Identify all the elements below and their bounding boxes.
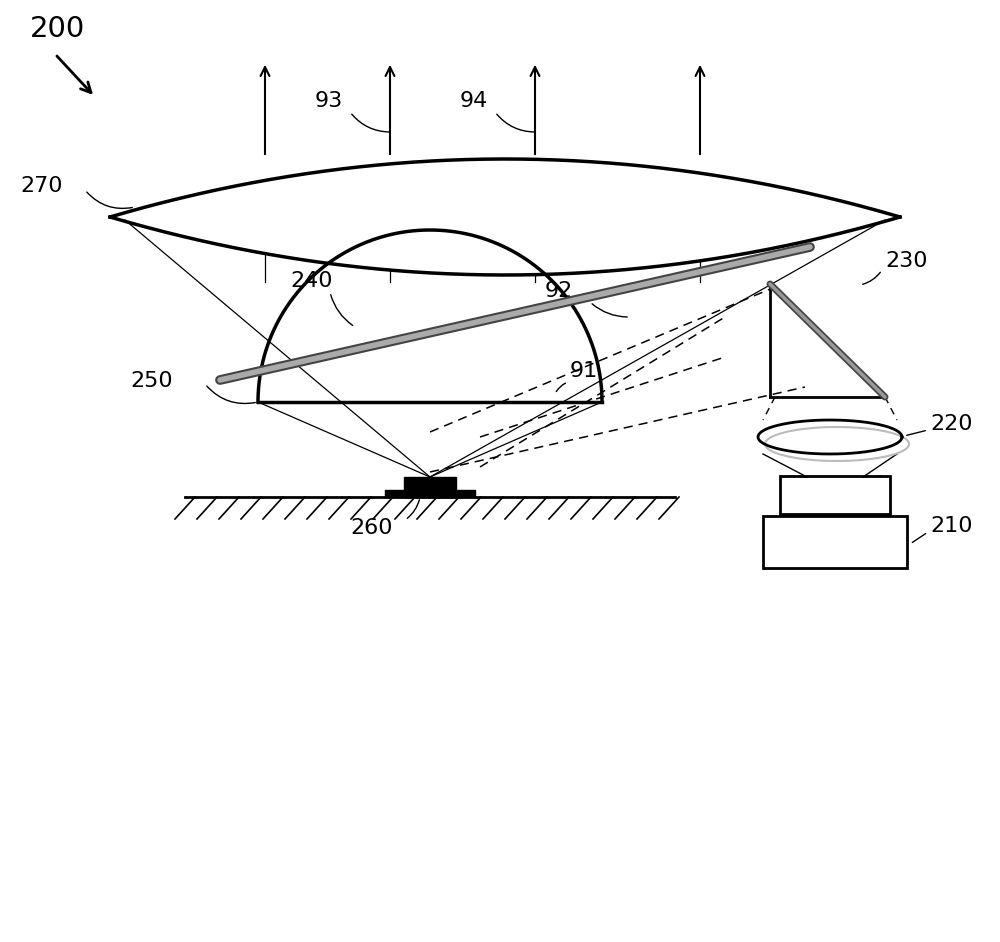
Text: 210: 210 bbox=[930, 516, 973, 536]
Text: 270: 270 bbox=[20, 176, 62, 196]
Bar bbox=[385, 490, 475, 497]
Text: 93: 93 bbox=[315, 91, 343, 111]
Bar bbox=[763, 516, 907, 568]
Text: 94: 94 bbox=[460, 91, 488, 111]
Text: 250: 250 bbox=[130, 371, 173, 391]
Text: 91: 91 bbox=[570, 361, 598, 381]
Text: 200: 200 bbox=[30, 15, 85, 43]
Bar bbox=[780, 476, 890, 514]
Text: 240: 240 bbox=[290, 271, 332, 291]
Bar bbox=[404, 477, 456, 497]
Text: 260: 260 bbox=[350, 518, 392, 538]
Text: 230: 230 bbox=[885, 251, 928, 271]
Text: 92: 92 bbox=[545, 281, 573, 301]
Text: 220: 220 bbox=[930, 414, 973, 434]
